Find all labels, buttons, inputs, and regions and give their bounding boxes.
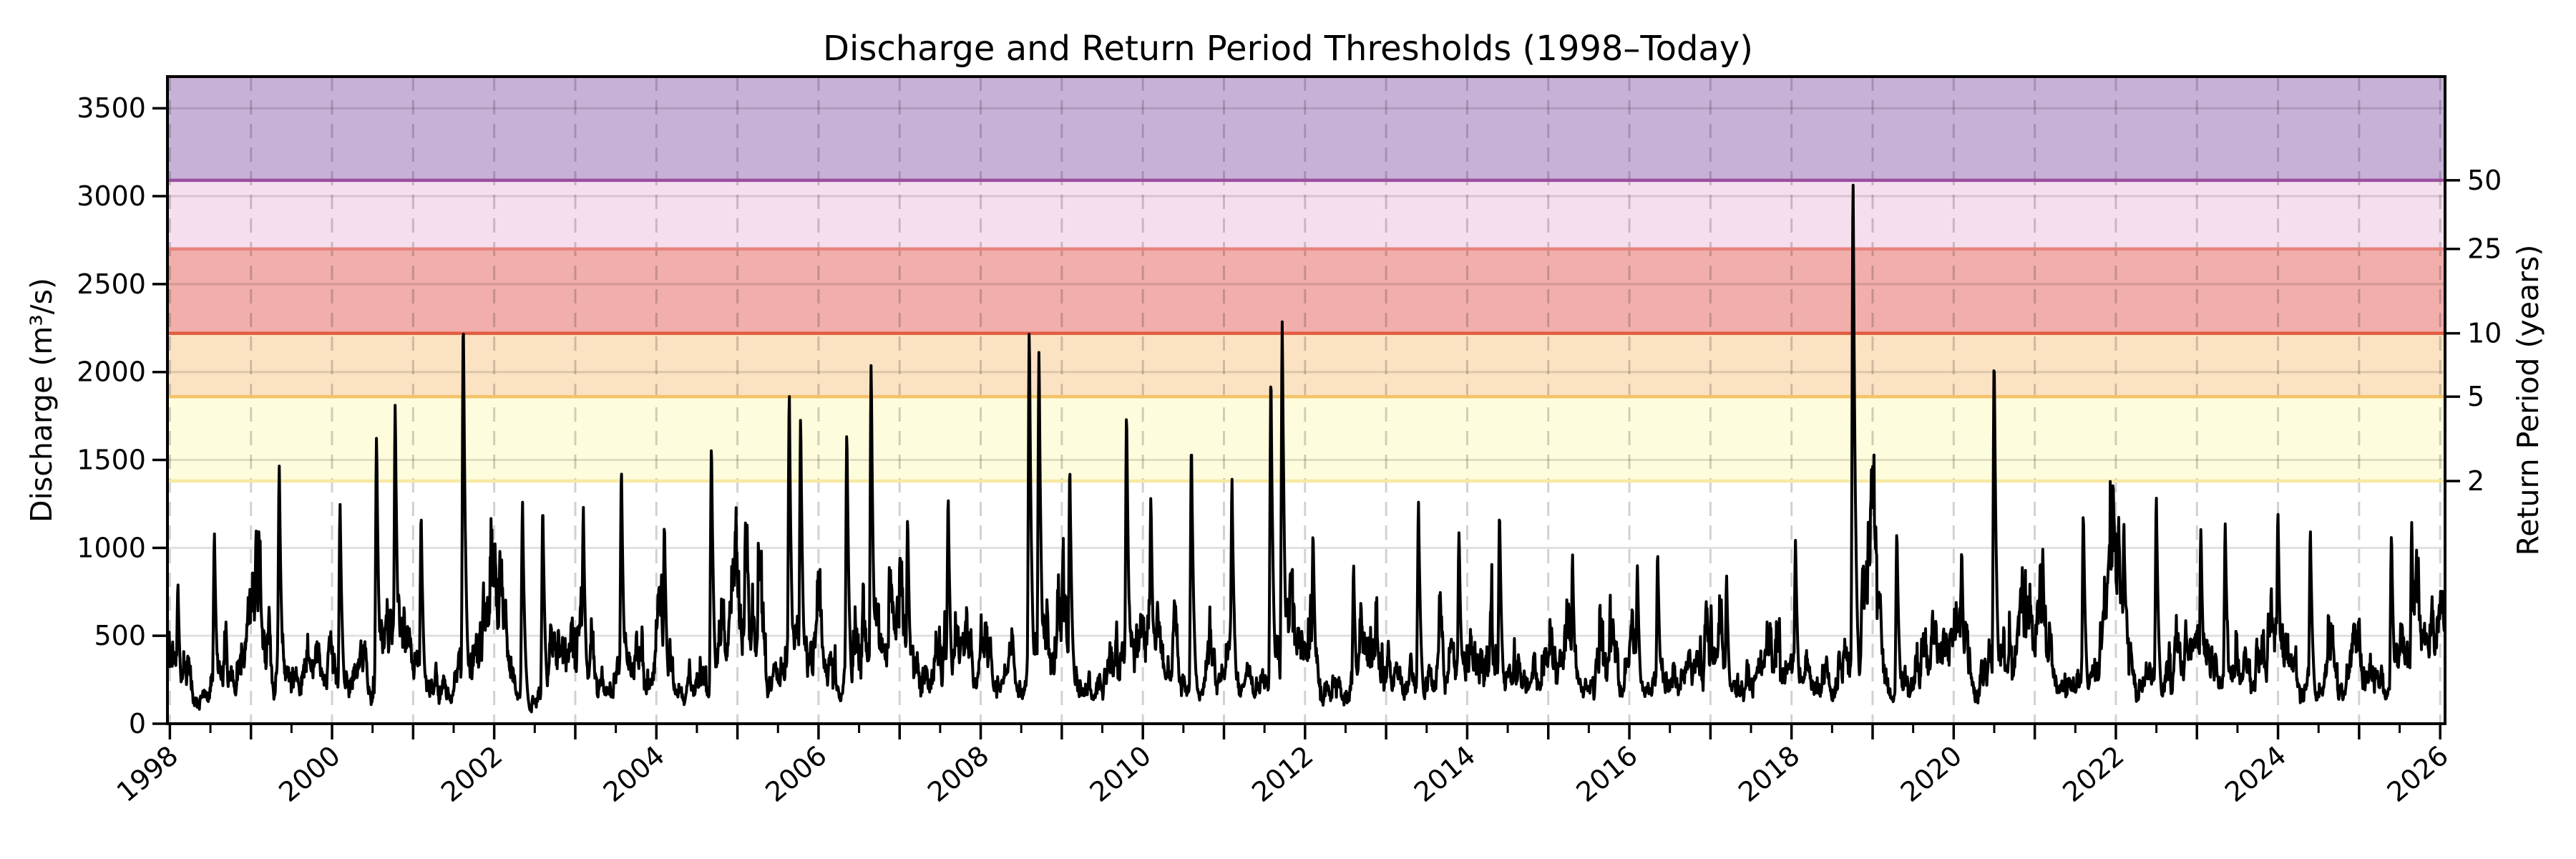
x-tick-label: 2010 [1084, 739, 1157, 808]
x-tick-label: 2000 [273, 739, 346, 808]
x-tick-label: 2020 [1895, 739, 1968, 808]
return-period-tick-label: 5 [2467, 381, 2484, 412]
return-period-tick-label: 50 [2467, 165, 2502, 196]
y-tick-label: 1000 [77, 532, 146, 563]
discharge-series-line [167, 183, 2446, 714]
y-tick-label: 1500 [77, 445, 146, 476]
return-period-tick-label: 25 [2467, 233, 2502, 265]
y-tick-label: 3000 [77, 180, 146, 212]
band-5yr [167, 333, 2445, 397]
return-period-tick-label: 10 [2467, 318, 2502, 349]
x-tick-label: 2022 [2057, 739, 2129, 808]
x-tick-label: 2008 [922, 739, 995, 808]
x-tick-label: 2006 [759, 739, 832, 808]
x-tick-label: 2004 [597, 739, 670, 808]
band-10yr [167, 248, 2445, 334]
x-tick-label: 2024 [2219, 739, 2292, 808]
x-tick-label: 2018 [1732, 739, 1805, 808]
band-2yr [167, 397, 2445, 481]
band-25yr [167, 180, 2445, 249]
x-tick-label: 2014 [1408, 739, 1481, 808]
x-tick-label: 1998 [111, 739, 184, 808]
y-tick-label: 500 [94, 620, 146, 651]
y-axis-label-left: Discharge (m³/s) [24, 278, 59, 523]
x-tick-label: 2012 [1246, 739, 1319, 808]
y-tick-label: 0 [129, 708, 146, 739]
x-tick-label: 2026 [2381, 739, 2454, 808]
band-50yr [167, 77, 2445, 180]
y-tick-label: 3500 [77, 92, 146, 124]
y-axis-label-right: Return Period (years) [2511, 244, 2545, 556]
chart-title: Discharge and Return Period Thresholds (… [823, 29, 1753, 69]
y-tick-label: 2000 [77, 356, 146, 388]
y-tick-label: 2500 [77, 268, 146, 300]
return-period-tick-label: 2 [2467, 465, 2484, 497]
x-tick-label: 2016 [1570, 739, 1643, 808]
x-tick-label: 2002 [435, 739, 508, 808]
